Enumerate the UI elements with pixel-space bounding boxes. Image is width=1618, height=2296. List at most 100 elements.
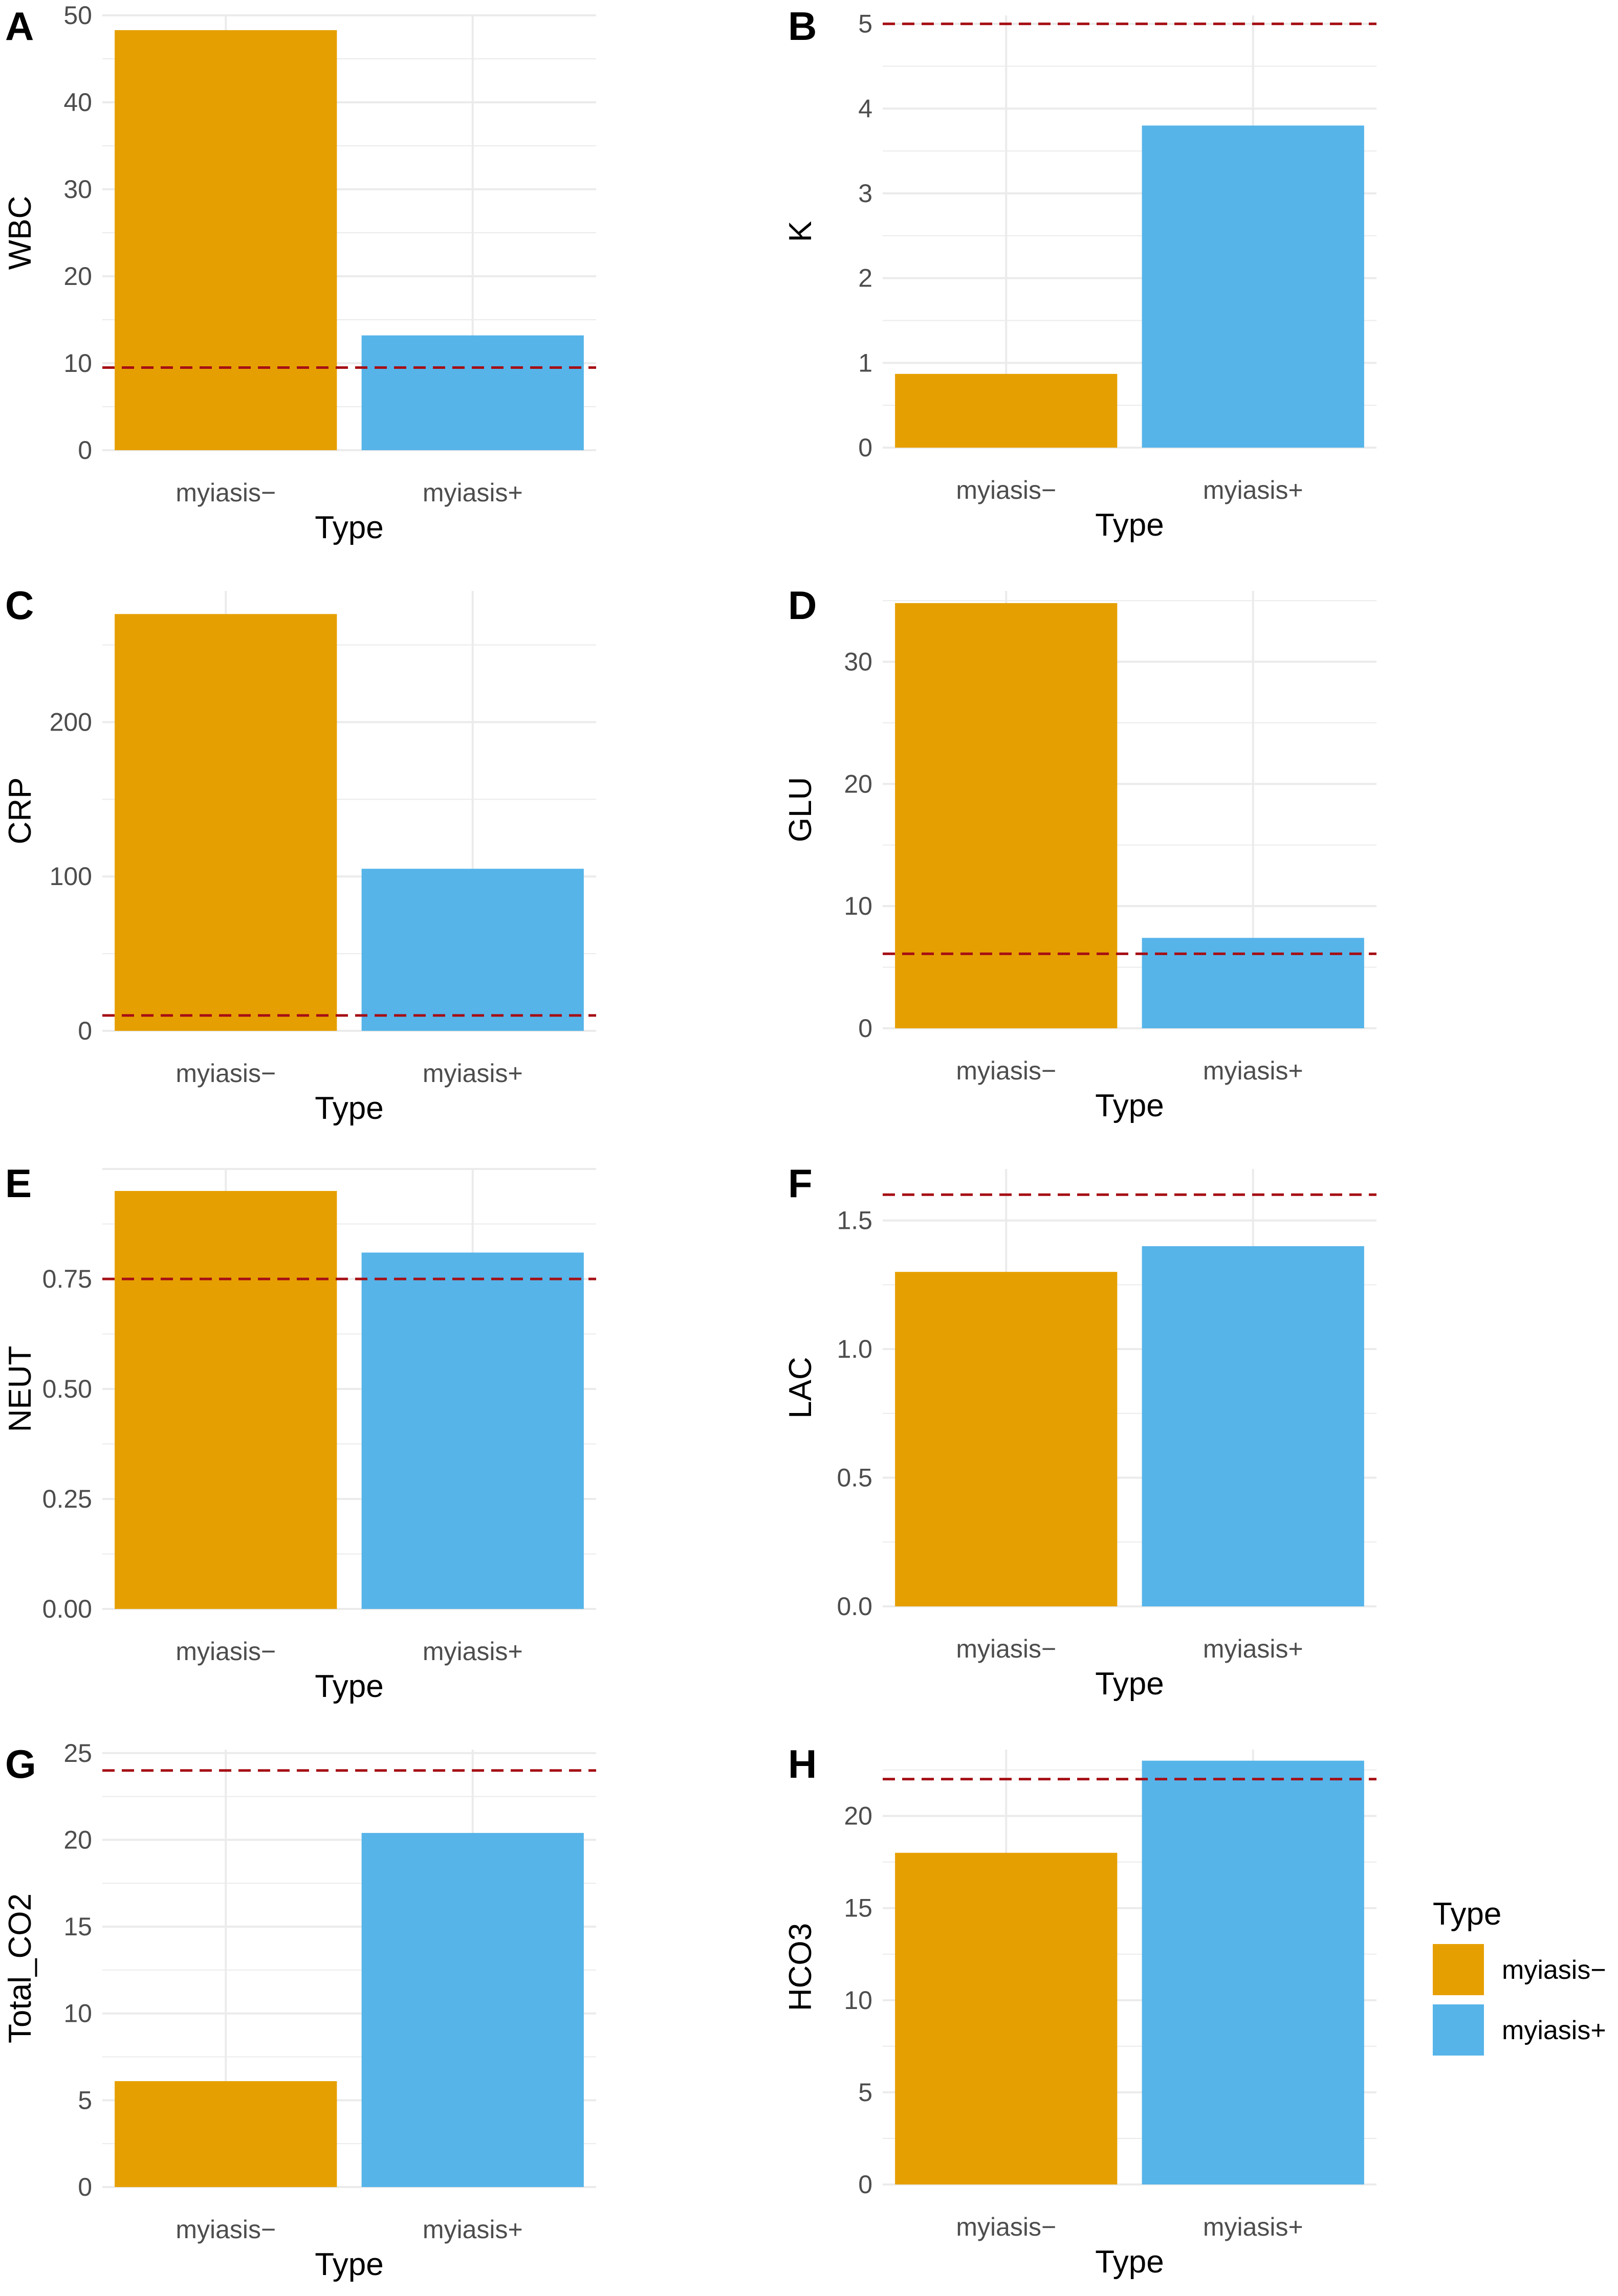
panel-a: 0 10 20 30 40 50 myiasis− myiasis+ Type WBC A (3, 1, 596, 545)
x-tick-label: myiasis+ (1203, 1635, 1303, 1663)
y-tick-label: 30 (844, 648, 872, 676)
legend-entry-label: myiasis− (1502, 1955, 1606, 1985)
y-tick-label: 0.00 (42, 1595, 92, 1623)
y-tick-label: 20 (63, 262, 92, 291)
legend-swatch (1433, 2004, 1484, 2056)
y-tick-label: 10 (63, 349, 92, 378)
y-tick-label: 50 (63, 1, 92, 30)
panel-c: 0 100 200 myiasis− myiasis+ Type CRP C (3, 583, 596, 1126)
y-tick-label: 0 (78, 1017, 92, 1045)
x-tick-label: myiasis+ (1203, 476, 1303, 504)
y-tick-label: 0 (78, 2173, 92, 2201)
bar-a-myiasis-neg (115, 30, 337, 450)
panel-letter: H (788, 1741, 817, 1786)
y-tick-label: 5 (858, 10, 872, 38)
y-tick-label: 5 (858, 2078, 872, 2107)
x-tick-label: myiasis− (176, 2215, 276, 2244)
y-tick-label: 0.50 (42, 1375, 92, 1403)
y-axis-title: WBC (3, 196, 38, 270)
bar-a-myiasis-pos (361, 335, 584, 450)
x-tick-label: myiasis+ (423, 1637, 523, 1666)
panel-letter: C (5, 583, 34, 628)
bar-g-myiasis-pos (361, 1833, 584, 2187)
bar-g-myiasis-neg (115, 2081, 337, 2187)
y-tick-label: 3 (858, 179, 872, 208)
bar-h-myiasis-pos (1142, 1760, 1364, 2184)
x-tick-label: myiasis+ (423, 478, 523, 507)
y-tick-label: 2 (858, 264, 872, 293)
y-tick-label: 0.25 (42, 1485, 92, 1513)
bar-c-myiasis-neg (115, 614, 337, 1031)
y-tick-label: 20 (63, 1825, 92, 1854)
y-tick-label: 10 (844, 1986, 872, 2015)
y-tick-label: 4 (858, 94, 872, 123)
y-tick-label: 25 (63, 1739, 92, 1768)
x-axis-title: Type (315, 1091, 383, 1126)
bar-d-myiasis-pos (1142, 938, 1364, 1028)
y-axis-title: CRP (3, 778, 38, 845)
y-axis-title: HCO3 (783, 1923, 818, 2011)
y-tick-label: 15 (844, 1894, 872, 1923)
y-tick-label: 1.5 (837, 1206, 872, 1235)
y-tick-label: 0 (78, 436, 92, 465)
panel-f: 0.0 0.5 1.0 1.5 myiasis− myiasis+ Type LAC F (783, 1161, 1376, 1702)
x-axis-title: Type (315, 510, 383, 545)
panel-letter: D (788, 583, 817, 628)
y-tick-label: 0.5 (837, 1464, 872, 1492)
x-axis-title: Type (315, 2247, 383, 2282)
bar-b-myiasis-pos (1142, 125, 1364, 448)
x-tick-label: myiasis− (956, 1056, 1056, 1085)
y-axis-title: NEUT (3, 1346, 38, 1432)
panel-letter: E (5, 1161, 32, 1206)
y-tick-label: 0.0 (837, 1592, 872, 1621)
legend-title: Type (1433, 1896, 1501, 1932)
y-axis-title: LAC (783, 1357, 818, 1419)
y-tick-label: 1 (858, 348, 872, 377)
x-axis-title: Type (1095, 2244, 1164, 2280)
y-tick-label: 200 (50, 708, 92, 736)
x-tick-label: myiasis+ (423, 2215, 523, 2244)
panel-letter: F (788, 1161, 813, 1206)
x-tick-label: myiasis− (176, 478, 276, 507)
x-tick-label: myiasis+ (1203, 1056, 1303, 1085)
x-tick-label: myiasis+ (423, 1059, 523, 1088)
y-tick-label: 10 (844, 892, 872, 920)
bar-f-myiasis-pos (1142, 1246, 1364, 1606)
x-tick-label: myiasis− (176, 1059, 276, 1088)
panel-h: 0 5 10 15 20 myiasis− myiasis+ Type HCO3 H (783, 1741, 1376, 2280)
y-tick-label: 20 (844, 769, 872, 798)
legend-entry-label: myiasis+ (1502, 2016, 1606, 2045)
bar-b-myiasis-neg (895, 373, 1118, 448)
x-axis-title: Type (1095, 1088, 1164, 1123)
bar-f-myiasis-neg (895, 1272, 1118, 1606)
bar-c-myiasis-pos (361, 869, 584, 1031)
bar-e-myiasis-neg (115, 1191, 337, 1609)
y-tick-label: 40 (63, 88, 92, 117)
x-axis-title: Type (1095, 1666, 1164, 1702)
y-tick-label: 30 (63, 175, 92, 204)
panel-g: 0 5 10 15 20 25 myiasis− myiasis+ Type Total_CO2 G (3, 1739, 596, 2282)
x-tick-label: myiasis− (956, 1635, 1056, 1663)
bar-h-myiasis-neg (895, 1852, 1118, 2184)
panel-letter: G (5, 1741, 36, 1786)
bar-d-myiasis-neg (895, 603, 1118, 1028)
panel-e: 0.00 0.25 0.50 0.75 myiasis− myiasis+ Type NEUT… (3, 1161, 596, 1704)
y-tick-label: 5 (78, 2086, 92, 2114)
x-tick-label: myiasis− (176, 1637, 276, 1666)
x-tick-label: myiasis− (956, 476, 1056, 504)
y-tick-label: 0 (858, 2170, 872, 2199)
y-tick-label: 0.75 (42, 1265, 92, 1293)
x-tick-label: myiasis− (956, 2213, 1056, 2241)
panel-d: 0 10 20 30 myiasis− myiasis+ Type GLU D (783, 583, 1376, 1123)
y-tick-label: 15 (63, 1912, 92, 1941)
x-axis-title: Type (315, 1669, 383, 1704)
bar-e-myiasis-pos (361, 1252, 584, 1609)
y-tick-label: 100 (50, 862, 92, 891)
x-tick-label: myiasis+ (1203, 2213, 1303, 2241)
y-tick-label: 20 (844, 1802, 872, 1830)
panel-b: 0 1 2 3 4 5 myiasis− myiasis+ Type K B (783, 4, 1376, 543)
y-tick-label: 10 (63, 1999, 92, 2028)
y-tick-label: 0 (858, 433, 872, 462)
